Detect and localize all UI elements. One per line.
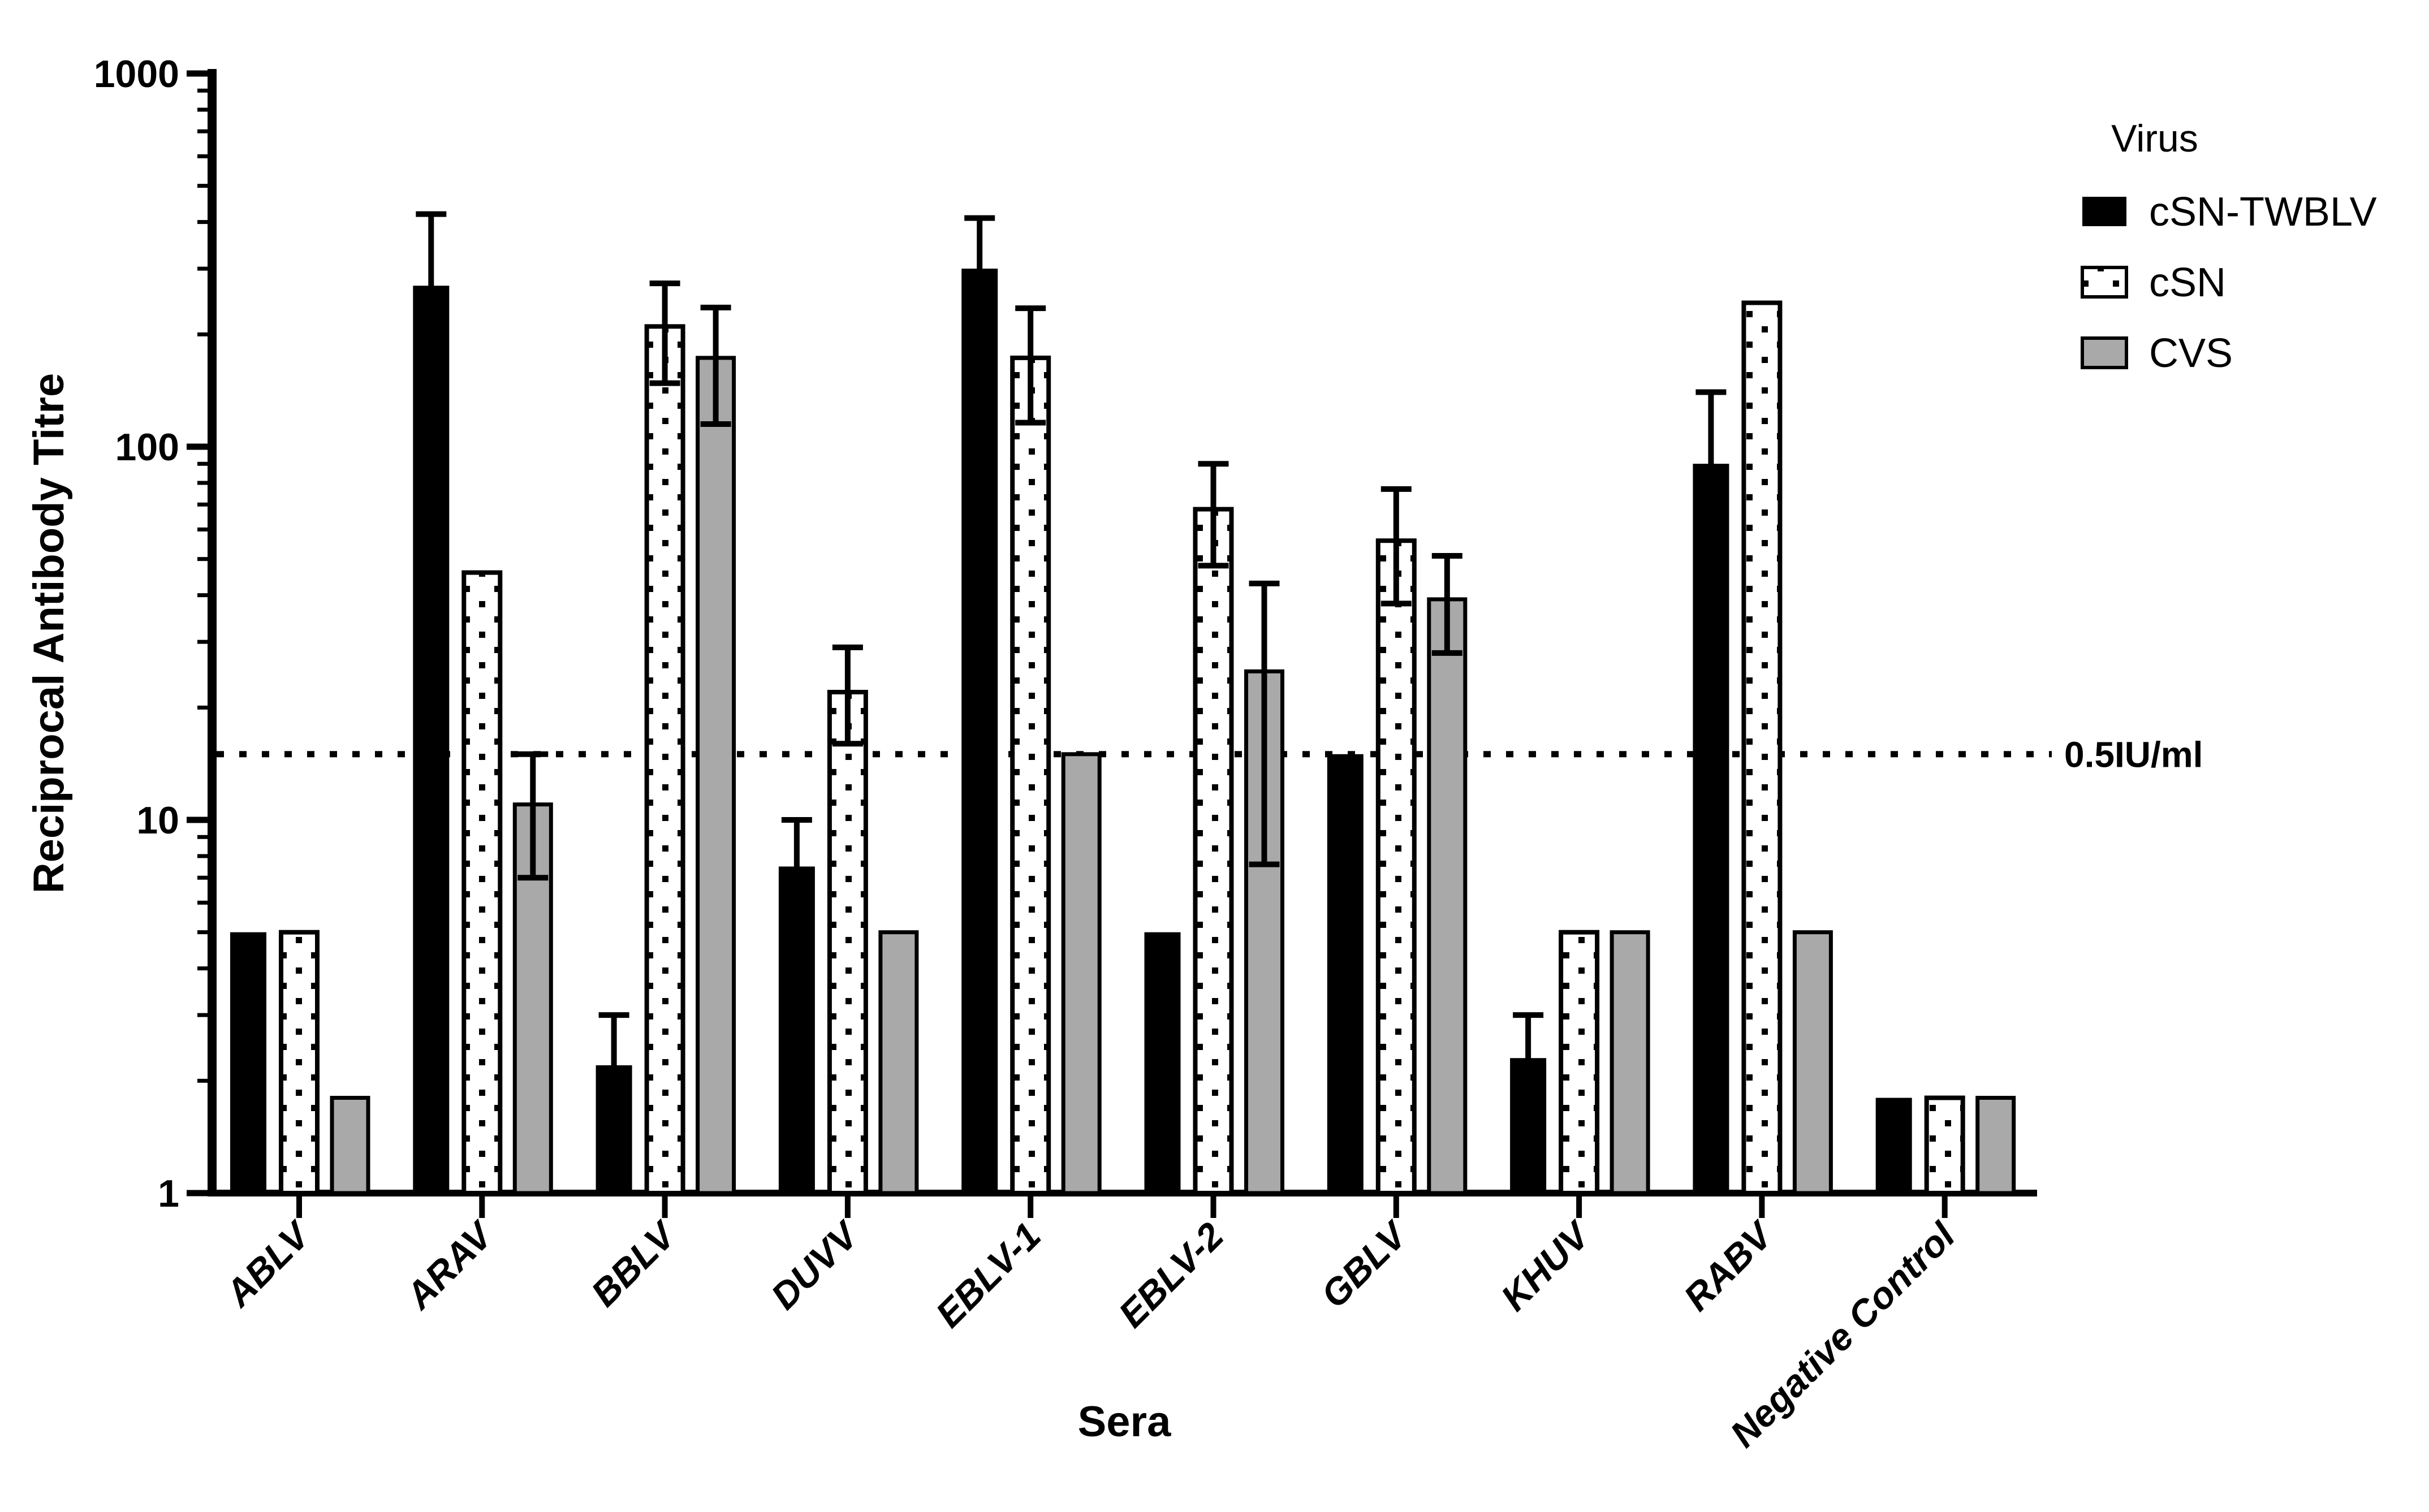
legend-swatch-cSN-TWBLV [2082, 197, 2126, 226]
legend-label-cSN: cSN [2149, 260, 2226, 305]
x-category-label: BBLV [583, 1212, 685, 1314]
bar-cSN-ARAV [461, 570, 503, 1195]
bar-cSN-GBLV [1375, 538, 1417, 1195]
x-category-label: ABLV [217, 1212, 320, 1315]
bar-cSN-TWBLV-ABLV [230, 932, 266, 1193]
bar-cSN-DUVV [827, 690, 868, 1195]
bar-CVS-BBLV [696, 356, 736, 1195]
legend-swatch-cSN [2081, 266, 2128, 299]
legend-title: Virus [2111, 117, 2198, 160]
bar-cSN-ABLV [279, 930, 320, 1195]
x-axis-title: Sera [1078, 1398, 1172, 1446]
x-category-label: EBLV-2 [1110, 1214, 1231, 1335]
legend-label-cSN-TWBLV: cSN-TWBLV [2149, 189, 2377, 235]
y-axis-title: Reciprocal Antibody Titre [25, 373, 73, 894]
bar-cSN-TWBLV-GBLV [1327, 754, 1364, 1193]
threshold-label: 0.5IU/ml [2064, 734, 2203, 775]
bar-CVS-Negative Control [1975, 1096, 2016, 1195]
y-tick-label: 1000 [94, 53, 179, 96]
bar-CVS-ABLV [330, 1096, 370, 1195]
x-category-label: GBLV [1313, 1212, 1416, 1316]
bar-cSN-TWBLV-DUVV [778, 866, 815, 1193]
bar-cSN-RABV [1741, 300, 1783, 1195]
x-category-label: RABV [1676, 1212, 1782, 1319]
error-bars-group [416, 211, 1727, 1083]
bar-cSN-KHUV [1559, 930, 1600, 1195]
bar-cSN-TWBLV-Negative Control [1875, 1098, 1912, 1193]
bar-cSN-TWBLV-EBLV-2 [1144, 932, 1181, 1193]
legend-label-CVS: CVS [2149, 331, 2233, 376]
y-tick-label: 100 [115, 426, 179, 469]
bar-cSN-Negative Control [1924, 1095, 1965, 1195]
x-category-label: DUVV [763, 1212, 868, 1317]
bars-group [230, 269, 2016, 1196]
bar-CVS-KHUV [1610, 930, 1650, 1195]
bar-CVS-DUVV [878, 930, 919, 1195]
legend: Virus cSN-TWBLV cSN CVS [2081, 117, 2377, 376]
y-tick-label: 10 [136, 799, 179, 842]
bar-CVS-GBLV [1427, 597, 1468, 1195]
bar-cSN-EBLV-2 [1193, 507, 1234, 1196]
bar-cSN-TWBLV-RABV [1693, 464, 1729, 1193]
bar-cSN-TWBLV-EBLV-1 [961, 269, 998, 1193]
x-category-label: ARAV [397, 1212, 502, 1317]
y-tick-labels: 1 10 100 1000 [94, 53, 179, 1215]
x-category-label: EBLV-1 [927, 1215, 1049, 1336]
bar-cSN-TWBLV-BBLV [596, 1065, 632, 1193]
bar-cSN-EBLV-1 [1010, 355, 1051, 1196]
bar-cSN-TWBLV-KHUV [1510, 1058, 1547, 1193]
x-category-label: KHUV [1492, 1212, 1599, 1319]
legend-swatch-CVS [2081, 336, 2128, 369]
y-tick-label: 1 [158, 1172, 179, 1215]
bar-cSN-TWBLV-ARAV [413, 286, 450, 1193]
y-axis-line [208, 69, 217, 1196]
bar-CVS-RABV [1792, 930, 1833, 1195]
bar-cSN-BBLV [644, 324, 685, 1196]
bar-CVS-EBLV-1 [1061, 752, 1102, 1195]
